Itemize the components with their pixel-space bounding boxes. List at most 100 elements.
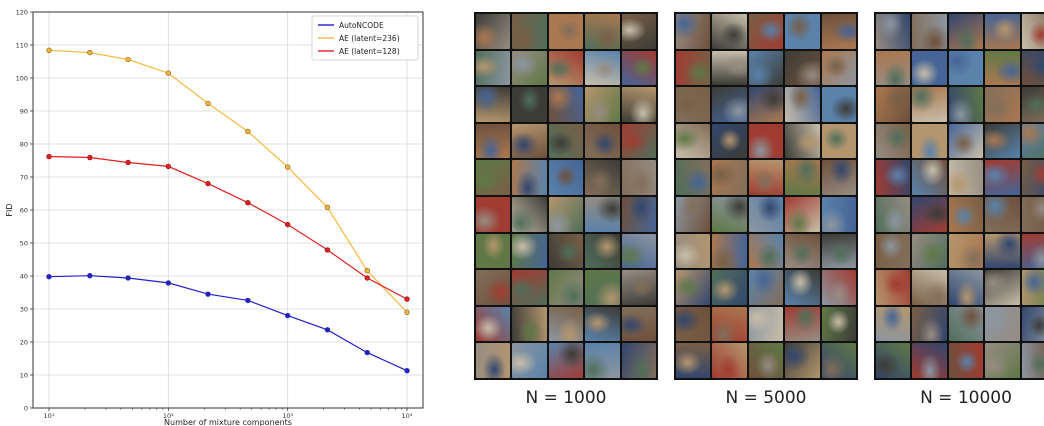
sample-image xyxy=(985,123,1020,159)
sample-image xyxy=(821,233,856,269)
sample-image xyxy=(476,196,511,232)
sample-image xyxy=(1021,270,1044,305)
series-point xyxy=(364,275,370,281)
sample-image xyxy=(785,343,820,378)
series-point xyxy=(284,164,291,170)
series-line-2 xyxy=(48,155,408,300)
y-tick-label: 60 xyxy=(20,207,28,215)
y-tick-label: 40 xyxy=(20,273,28,281)
sample-image xyxy=(712,196,747,232)
sample-image xyxy=(821,343,856,378)
legend-label: AE (latent=128) xyxy=(339,47,400,56)
sample-image xyxy=(621,343,656,378)
sample-image xyxy=(512,87,547,122)
series-point xyxy=(284,312,291,319)
chart-grid xyxy=(33,11,423,409)
sample-image xyxy=(785,50,820,86)
sample-image xyxy=(621,270,656,305)
sample-image xyxy=(476,343,511,378)
sample-image xyxy=(548,160,584,195)
sample-image xyxy=(912,233,947,269)
sample-image xyxy=(512,50,547,86)
sample-image xyxy=(785,87,820,122)
sample-image xyxy=(476,233,511,269)
sample-image xyxy=(948,160,984,195)
sample-image xyxy=(1021,160,1044,195)
sample-image xyxy=(548,233,584,269)
series-point xyxy=(284,221,291,228)
sample-image xyxy=(1021,306,1044,342)
sample-image xyxy=(512,160,547,195)
sample-image xyxy=(985,87,1020,122)
sample-image xyxy=(585,306,620,342)
sample-image xyxy=(876,14,911,49)
sample-image xyxy=(585,343,620,378)
sample-image xyxy=(1021,87,1044,122)
sample-image xyxy=(548,14,584,49)
sample-image xyxy=(621,196,656,232)
sample-image xyxy=(621,50,656,86)
sample-image xyxy=(712,233,747,269)
x-axis-label: Number of mixture components xyxy=(164,418,292,426)
sample-image xyxy=(948,14,984,49)
series-point xyxy=(245,297,251,304)
samples-grid-n1000 xyxy=(474,12,658,380)
sample-image xyxy=(985,306,1020,342)
series-point xyxy=(125,56,131,63)
sample-image xyxy=(748,160,784,195)
sample-image xyxy=(785,233,820,269)
series-point xyxy=(125,159,131,166)
sample-image xyxy=(912,196,947,232)
legend: AutoNCODE AE (latent=236) AE (latent=128) xyxy=(311,15,419,61)
sample-image xyxy=(712,14,747,49)
sample-image xyxy=(548,306,584,342)
sample-image xyxy=(821,50,856,86)
series-point xyxy=(364,349,370,356)
sample-image xyxy=(821,306,856,342)
sample-image xyxy=(621,123,656,159)
sample-image xyxy=(948,196,984,232)
sample-image xyxy=(476,50,511,86)
sample-image xyxy=(1021,343,1044,378)
sample-image xyxy=(621,160,656,195)
series-point xyxy=(87,154,93,161)
sample-image xyxy=(621,14,656,49)
sample-image xyxy=(676,123,711,159)
series-point xyxy=(205,100,211,107)
series-point xyxy=(205,291,211,297)
sample-image xyxy=(948,306,984,342)
series-point xyxy=(404,296,410,302)
sample-image xyxy=(876,87,911,122)
sample-image xyxy=(476,160,511,195)
sample-image xyxy=(985,343,1020,378)
sample-image xyxy=(876,343,911,378)
sample-image xyxy=(476,87,511,122)
sample-image xyxy=(748,14,784,49)
series-point xyxy=(404,309,410,315)
series-point xyxy=(324,204,331,211)
sample-image xyxy=(912,270,947,305)
sample-image xyxy=(821,123,856,159)
series-line-1 xyxy=(48,49,408,313)
sample-image xyxy=(876,196,911,232)
x-tick-label: 10³ xyxy=(282,412,293,420)
sample-image xyxy=(712,160,747,195)
series-point xyxy=(87,272,93,279)
sample-image xyxy=(876,270,911,305)
legend-label: AE (latent=236) xyxy=(339,34,400,43)
series-point xyxy=(205,180,211,187)
sample-image xyxy=(585,50,620,86)
sample-image xyxy=(621,87,656,122)
series-point xyxy=(364,268,370,274)
sample-image xyxy=(585,123,620,159)
sample-image xyxy=(676,87,711,122)
sample-image xyxy=(585,87,620,122)
sample-image xyxy=(712,87,747,122)
sample-image xyxy=(785,270,820,305)
series-point xyxy=(125,275,131,281)
sample-image xyxy=(912,306,947,342)
sample-image xyxy=(512,270,547,305)
sample-image xyxy=(676,233,711,269)
y-tick-label: 70 xyxy=(20,174,28,182)
